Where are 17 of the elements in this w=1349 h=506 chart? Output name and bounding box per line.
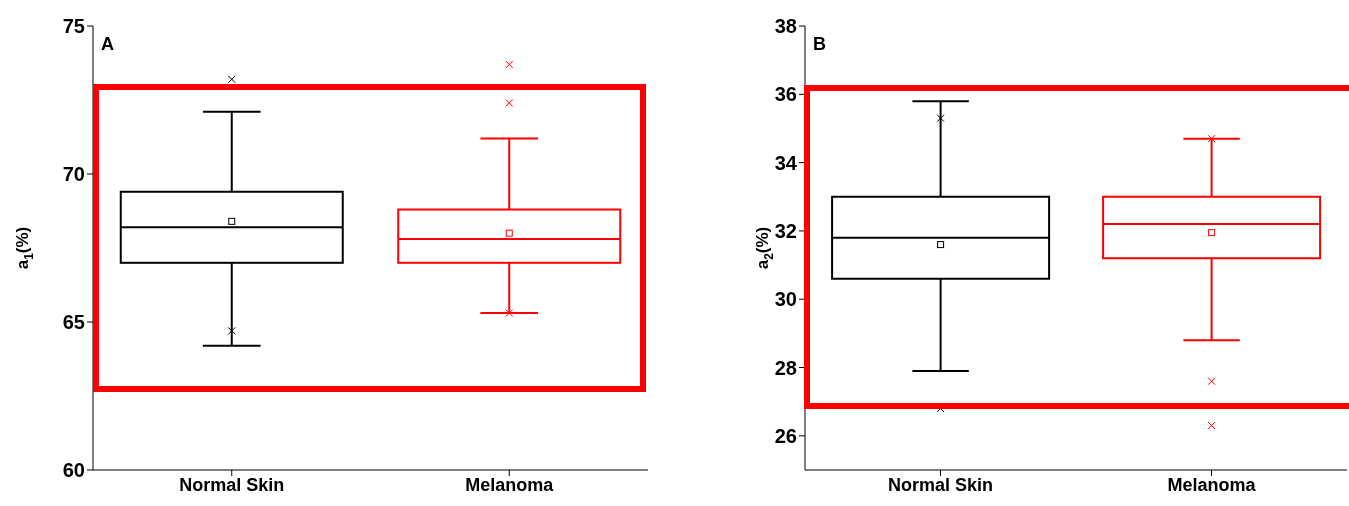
y-tick-label: 28 — [774, 356, 797, 379]
y-tick-label: 32 — [774, 220, 797, 243]
y-tick-label: 70 — [62, 163, 85, 186]
x-tick-label: Melanoma — [465, 474, 555, 495]
y-tick-label: 65 — [62, 311, 85, 334]
x-tick-label: Normal Skin — [887, 474, 994, 495]
y-tick-label: 38 — [774, 15, 797, 38]
y-tick-label: 34 — [774, 151, 798, 174]
annotation: A — [101, 34, 114, 55]
x-tick-label: Normal Skin — [179, 474, 285, 495]
y-tick-label: 60 — [62, 459, 85, 482]
annotation: B — [813, 34, 826, 55]
x-tick-label: Melanoma — [1167, 474, 1257, 495]
y-tick-label: 75 — [62, 15, 85, 38]
y-tick-label: 36 — [774, 83, 797, 106]
y-tick-label: 26 — [774, 424, 797, 447]
y-tick-label: 30 — [774, 288, 797, 311]
